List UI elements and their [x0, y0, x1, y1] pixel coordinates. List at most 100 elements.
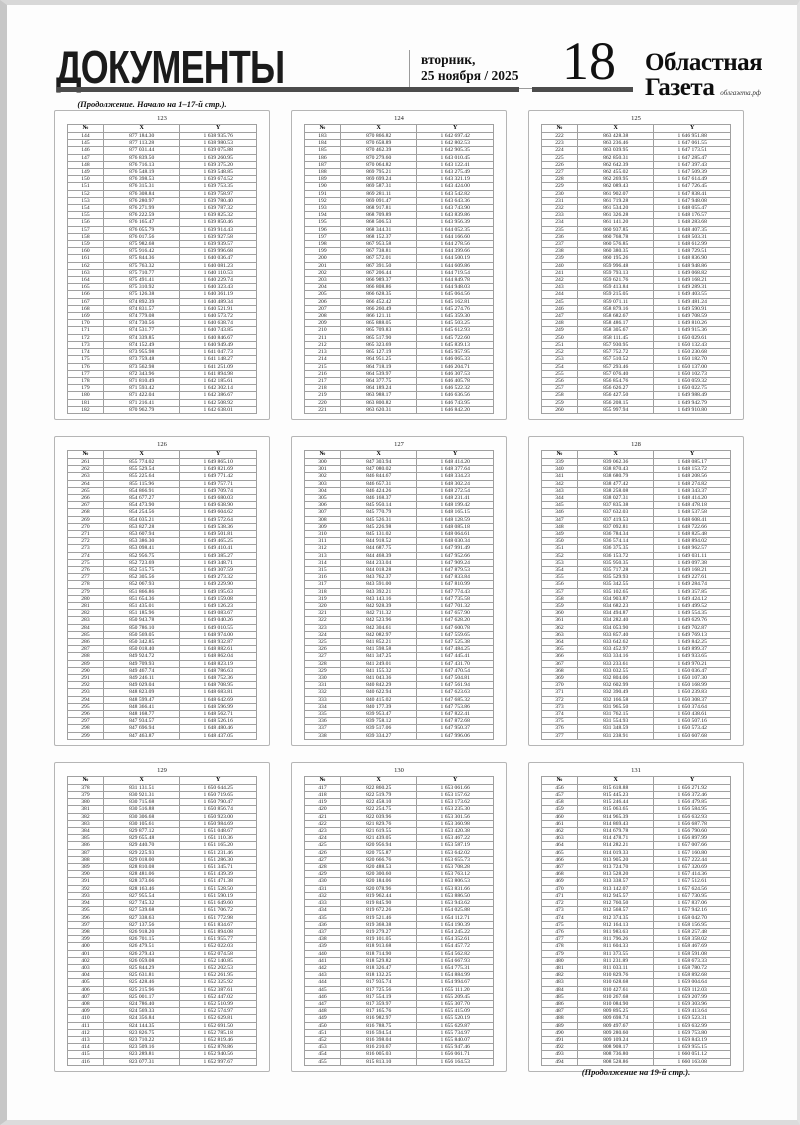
cell: 215 — [304, 362, 341, 371]
cell: 849 924.72 — [102, 652, 181, 661]
cell: 375 — [541, 717, 578, 726]
cell: 1 643 010.45 — [416, 153, 494, 162]
cell: 1 652 574.97 — [179, 1007, 257, 1016]
cell: 186 — [304, 153, 341, 162]
cell: 218 — [304, 384, 341, 393]
cell: 1 659 413.64 — [653, 1007, 731, 1016]
coords-table: № X Y 300 847 303.94 1 648 414.20 301 847 080.0… — [304, 449, 494, 740]
cell: 816 594.54 — [339, 1028, 418, 1037]
cell: 821 439.05 — [339, 834, 418, 843]
cell: 160 — [67, 247, 104, 256]
cell: 826 059.08 — [102, 956, 181, 965]
cell: 249 — [541, 326, 578, 335]
cell: 815 618.88 — [576, 783, 655, 793]
cell: 819 101.05 — [339, 935, 418, 944]
cell: 835 342.55 — [576, 580, 655, 589]
cell: 1 649 273.32 — [179, 573, 257, 582]
cell: 154 — [67, 204, 104, 213]
cell: 411 — [67, 1021, 104, 1030]
cell: 826 279.43 — [102, 949, 181, 958]
cell: 203 — [304, 276, 341, 285]
cell: 847 463.87 — [102, 731, 181, 740]
table-row: 286 850 342.85 1 648 932.87 — [67, 637, 257, 647]
table-row: 354 835 717.28 1 649 168.21 — [541, 565, 731, 575]
column-header: № — [304, 124, 341, 133]
cell: 876 398.53 — [102, 175, 181, 184]
cell: 833 642.62 — [576, 637, 655, 647]
cell: 455 — [304, 1057, 341, 1066]
table-row: 287 850 018.40 1 648 882.61 — [67, 645, 257, 654]
coordinate-table-129: 129 № X Y 378 831 131.51 1 650 644.25 379 830 92… — [54, 761, 270, 1072]
cell: 1 649 499.52 — [653, 601, 731, 611]
table-row: 234 861 141.20 1 648 283.68 — [541, 218, 731, 227]
cell: 817 359.97 — [339, 999, 418, 1009]
cell: 1 649 708.59 — [653, 312, 731, 321]
cell: 236 — [541, 232, 578, 242]
cell: 847 303.94 — [339, 457, 418, 467]
cell: 1 653 301.56 — [416, 812, 494, 821]
table-row: 210 865 709.83 1 645 612.93 — [304, 326, 494, 335]
cell: 855 225.64 — [102, 472, 181, 481]
cell: 211 — [304, 333, 341, 342]
table-row: 448 817 165.76 1 655 415.09 — [304, 1007, 494, 1016]
cell: 444 — [304, 978, 341, 987]
table-row: 350 836 574.14 1 648 894.02 — [541, 537, 731, 546]
cell: 824 144.35 — [102, 1021, 181, 1030]
cell: 852 723.69 — [102, 558, 181, 567]
coords-table: № X Y 339 839 062.36 1 648 085.17 340 838 870.4… — [541, 449, 731, 740]
cell: 294 — [67, 695, 104, 704]
cell: 1 646 405.78 — [416, 376, 494, 386]
table-row: 174 873 955.98 1 641 047.73 — [67, 348, 257, 357]
cell: 1 647 657.90 — [416, 609, 494, 618]
table-row: 408 824 786.40 1 652 510.99 — [67, 999, 257, 1009]
cell: 819 368.38 — [339, 920, 418, 929]
cell: 872 343.96 — [102, 369, 181, 378]
table-row: 383 830 105.61 1 650 984.69 — [67, 819, 257, 829]
cell: 814 679.78 — [576, 827, 655, 836]
table-row: 431 820 078.96 1 653 831.66 — [304, 884, 494, 893]
cell: 1 648 085.18 — [416, 522, 494, 531]
cell: 1 654 775.31 — [416, 963, 494, 973]
cell: 870 658.89 — [339, 139, 418, 148]
cell: 839 953.47 — [339, 710, 418, 719]
column-header: Y — [416, 124, 494, 133]
table-row: 338 839 334.27 1 647 996.06 — [304, 731, 494, 740]
table-row: 254 857 293.46 1 650 137.00 — [541, 362, 731, 371]
table-row: 200 867 572.01 1 644 500.19 — [304, 254, 494, 263]
table-row: 152 876 308.84 1 639 758.97 — [67, 189, 257, 198]
masthead-name: Газета — [645, 74, 715, 101]
cell: 196 — [304, 225, 341, 234]
cell: 344 — [541, 493, 578, 503]
cell: 485 — [541, 992, 578, 1001]
cell: 405 — [67, 978, 104, 987]
cell: 825 428.46 — [102, 978, 181, 987]
table-row: 402 826 059.08 1 652 140.85 — [67, 956, 257, 965]
cell: 1 647 173.51 — [653, 146, 731, 155]
cell: 367 — [541, 659, 578, 668]
cell: 341 — [541, 472, 578, 481]
cell: 862 089.43 — [576, 182, 655, 191]
table-row: 476 811 983.63 1 658 257.48 — [541, 927, 731, 937]
table-row: 382 830 306.68 1 650 923.00 — [67, 812, 257, 821]
cell: 383 — [67, 819, 104, 829]
cell: 1 647 509.39 — [653, 168, 731, 177]
cell: 327 — [304, 652, 341, 661]
cell: 323 — [304, 623, 341, 632]
cell: 860 576.85 — [576, 240, 655, 249]
table-row: 163 875 710.77 1 640 110.53 — [67, 268, 257, 278]
cell: 870 279.60 — [339, 153, 418, 162]
table-row: 145 877 113.28 1 638 980.53 — [67, 139, 257, 148]
cell: 202 — [304, 268, 341, 278]
table-row: 195 868 506.53 1 643 956.39 — [304, 218, 494, 227]
cell: 360 — [541, 609, 578, 618]
table-row: 403 825 844.29 1 652 202.53 — [67, 963, 257, 973]
cell: 1 639 927.58 — [179, 232, 257, 242]
cell: 852 515.75 — [102, 565, 181, 575]
cell: 1 647 504.81 — [416, 674, 494, 683]
cell: 1 639 850.46 — [179, 218, 257, 227]
cell: 345 — [541, 501, 578, 510]
cell: 1 641 148.27 — [179, 355, 257, 364]
table-row: 181 871 216.41 1 642 508.92 — [67, 398, 257, 407]
table-row: 483 810 628.68 1 659 004.64 — [541, 978, 731, 987]
table-row: 413 823 710.22 1 652 819.46 — [67, 1035, 257, 1045]
